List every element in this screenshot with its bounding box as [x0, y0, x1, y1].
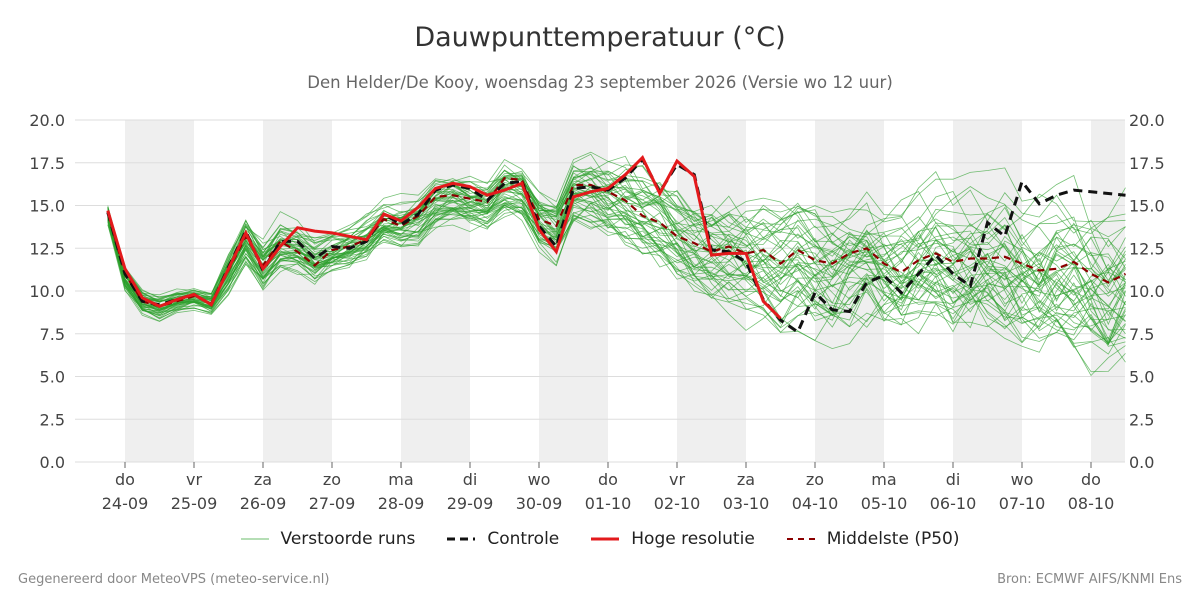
y-tick-label: 10.0	[1129, 282, 1165, 301]
ensemble-run	[107, 153, 1126, 305]
x-tick-date: 25-09	[171, 494, 218, 513]
series-lines	[106, 155, 1126, 335]
high-res-line	[106, 155, 782, 320]
y-tick-label: 5.0	[1129, 368, 1154, 387]
ensemble-run	[107, 165, 1126, 296]
y-tick-label: 0.0	[40, 453, 65, 472]
legend-label-ensemble: Verstoorde runs	[280, 529, 416, 549]
x-tick-day: za	[737, 470, 755, 489]
y-tick-label: 2.5	[40, 410, 65, 429]
legend-item-ensemble: Verstoorde runs	[240, 529, 416, 549]
x-tick-day: wo	[528, 470, 551, 489]
x-tick-day: di	[946, 470, 961, 489]
x-tick-day: do	[115, 470, 135, 489]
x-tick-day: wo	[1011, 470, 1034, 489]
legend-swatch-ensemble	[240, 538, 269, 540]
x-tick-day: ma	[388, 470, 413, 489]
y-tick-label: 20.0	[29, 111, 65, 130]
legend-swatch-high-res	[591, 537, 620, 541]
y-tick-label: 17.5	[29, 154, 65, 173]
y-tick-label: 5.0	[40, 368, 65, 387]
ensemble-run	[107, 202, 1126, 347]
x-tick-date: 02-10	[654, 494, 701, 513]
legend-swatch-controle	[447, 537, 476, 541]
ensemble-run	[107, 205, 1126, 343]
legend-item-controle: Controle	[447, 529, 559, 549]
legend-item-high-res: Hoge resolutie	[591, 529, 755, 549]
legend-label-controle: Controle	[487, 529, 560, 549]
ensemble-run	[107, 191, 1126, 325]
x-axis: do 24-09 vr 25-09 za 26-09 zo 27-09 ma 28-09 di 29-…	[102, 462, 1115, 513]
y-tick-label: 2.5	[1129, 410, 1154, 429]
ensemble-run	[107, 206, 1126, 340]
legend-label-high-res: Hoge resolutie	[631, 529, 755, 549]
ensemble-run	[107, 191, 1126, 330]
chart-subtitle: Den Helder/De Kooy, woensdag 23 septembe…	[307, 73, 893, 92]
ensemble-run	[107, 198, 1126, 355]
y-tick-label: 15.0	[29, 197, 65, 216]
y-axis-right: 0.0 2.5 5.0 7.5 10.0 12.5 15.0 17.5 20.0	[1129, 111, 1165, 472]
y-tick-label: 0.0	[1129, 453, 1154, 472]
legend-swatch-median	[786, 538, 815, 540]
y-tick-label: 12.5	[29, 239, 65, 258]
legend-label-median: Middelste (P50)	[826, 529, 960, 549]
x-tick-day: zo	[323, 470, 341, 489]
y-tick-label: 17.5	[1129, 154, 1165, 173]
x-tick-day: zo	[806, 470, 824, 489]
y-tick-label: 7.5	[1129, 325, 1154, 344]
ensemble-run	[107, 203, 1126, 377]
y-tick-label: 15.0	[1129, 197, 1165, 216]
x-tick-day: di	[463, 470, 478, 489]
x-tick-date: 01-10	[585, 494, 632, 513]
footer-generated-by: Gegenereerd door MeteoVPS (meteo-service…	[18, 572, 330, 587]
legend-item-median: Middelste (P50)	[786, 529, 960, 549]
x-tick-date: 06-10	[930, 494, 977, 513]
ensemble-run	[107, 200, 1126, 346]
x-tick-date: 24-09	[102, 494, 149, 513]
x-tick-day: ma	[871, 470, 896, 489]
x-tick-date: 08-10	[1068, 494, 1115, 513]
x-tick-day: vr	[186, 470, 202, 489]
y-tick-label: 12.5	[1129, 239, 1165, 258]
x-tick-date: 30-09	[516, 494, 563, 513]
x-tick-day: vr	[669, 470, 685, 489]
x-tick-date: 26-09	[240, 494, 287, 513]
footer-source: Bron: ECMWF AIFS/KNMI Ens	[997, 572, 1182, 587]
x-tick-day: do	[1081, 470, 1101, 489]
legend: Verstoorde runs Controle Hoge resolutie …	[0, 529, 1200, 549]
ensemble-run	[107, 174, 1126, 314]
ensemble-run	[107, 186, 1126, 329]
x-tick-date: 03-10	[723, 494, 770, 513]
chart-title: Dauwpunttemperatuur (°C)	[414, 22, 786, 53]
x-tick-day: do	[598, 470, 618, 489]
ensemble-run	[107, 186, 1126, 339]
x-tick-date: 05-10	[861, 494, 908, 513]
y-tick-label: 7.5	[40, 325, 65, 344]
x-tick-day: za	[254, 470, 272, 489]
x-tick-date: 28-09	[378, 494, 425, 513]
x-tick-date: 04-10	[792, 494, 839, 513]
x-tick-date: 27-09	[309, 494, 356, 513]
x-tick-date: 29-09	[447, 494, 494, 513]
ensemble-run	[107, 180, 1126, 310]
y-axis-left: 0.0 2.5 5.0 7.5 10.0 12.5 15.0 17.5 20.0	[29, 111, 65, 472]
y-tick-label: 10.0	[29, 282, 65, 301]
y-tick-label: 20.0	[1129, 111, 1165, 130]
control-line	[106, 156, 1126, 335]
x-tick-date: 07-10	[999, 494, 1046, 513]
